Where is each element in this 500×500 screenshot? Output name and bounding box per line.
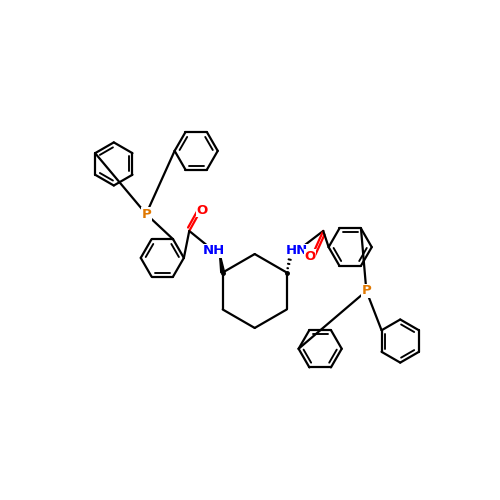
Text: P: P bbox=[142, 208, 151, 220]
Text: O: O bbox=[304, 250, 316, 263]
Text: O: O bbox=[196, 204, 208, 216]
Text: HN: HN bbox=[286, 244, 308, 258]
Text: NH: NH bbox=[203, 244, 225, 258]
Text: P: P bbox=[362, 284, 371, 298]
Polygon shape bbox=[220, 251, 224, 273]
